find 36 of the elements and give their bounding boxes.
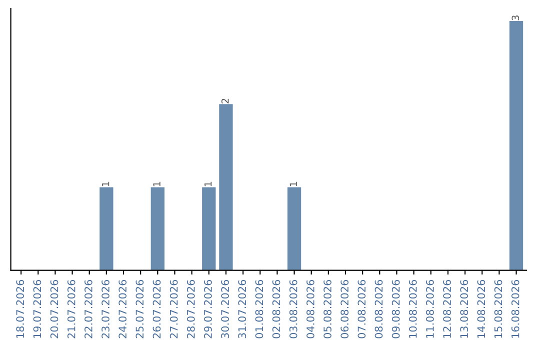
data-label: 1 [204, 182, 212, 186]
x-tick-label: 12.08.2026 [443, 280, 451, 338]
x-tick-label: 09.08.2026 [392, 280, 400, 338]
x-tick-label: 07.08.2026 [358, 280, 366, 338]
x-tick-label: 30.07.2026 [221, 280, 229, 338]
x-tick-label: 06.08.2026 [340, 280, 349, 338]
x-tick-label: 18.07.2026 [16, 280, 24, 338]
x-tick-label: 29.07.2026 [204, 280, 212, 338]
x-tick-label: 13.08.2026 [460, 280, 468, 338]
x-tick-label: 10.08.2026 [408, 280, 417, 338]
data-label: 2 [221, 98, 229, 104]
x-tick-label: 11.08.2026 [426, 280, 434, 338]
data-label: 3 [512, 16, 520, 20]
x-tick-label: 22.07.2026 [84, 280, 92, 338]
x-tick-label: 27.07.2026 [170, 280, 178, 338]
x-tick-label: 03.08.2026 [289, 280, 298, 338]
x-tick-label: 19.07.2026 [33, 280, 42, 338]
data-label: 1 [102, 182, 110, 186]
x-tick-label: 14.08.2026 [477, 280, 486, 338]
data-label: 1 [153, 182, 160, 186]
x-tick-label: 02.08.2026 [272, 280, 280, 338]
x-tick-label: 24.07.2026 [118, 280, 127, 338]
x-tick-label: 31.07.2026 [238, 280, 246, 338]
x-tick-label: 20.07.2026 [50, 280, 58, 338]
x-tick-label: 23.07.2026 [102, 280, 110, 338]
data-label: 1 [290, 182, 297, 186]
x-tick-label: 04.08.2026 [306, 280, 314, 338]
x-tick-label: 16.08.2026 [511, 280, 520, 338]
x-tick-label: 15.08.2026 [494, 280, 502, 338]
x-tick-label: 21.07.2026 [67, 280, 76, 338]
x-tick-label: 08.08.2026 [374, 280, 383, 338]
x-tick-label: 25.07.2026 [136, 280, 144, 338]
x-tick-label: 01.08.2026 [255, 280, 264, 338]
x-tick-label: 26.07.2026 [152, 280, 161, 338]
x-tick-label: 28.07.2026 [186, 280, 195, 338]
x-tick-label: 05.08.2026 [324, 280, 332, 338]
